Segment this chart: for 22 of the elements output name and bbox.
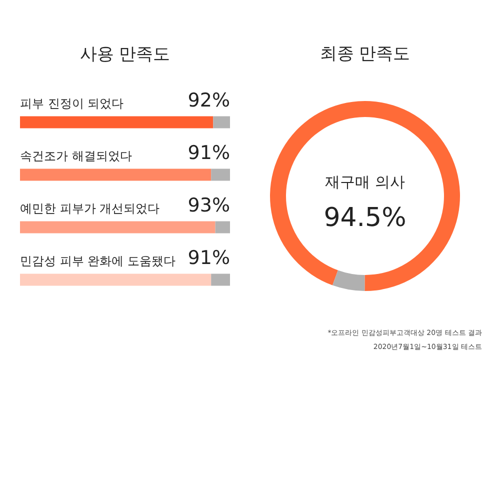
donut-slice (332, 270, 365, 291)
chart-title: 사용 만족도 (80, 44, 170, 64)
bar (213, 116, 230, 128)
bar (215, 221, 230, 234)
bar (211, 168, 230, 181)
data-label: 94.5% (324, 203, 406, 233)
bar (20, 274, 212, 286)
data-label: 91% (188, 142, 230, 164)
slice-label: 재구매 의사 (325, 173, 405, 191)
chart-title: 최종 만족도 (320, 44, 410, 64)
bar (211, 274, 230, 286)
category-label: 민감성 피부 완화에 도움됐다 (20, 254, 176, 268)
category-label: 예민한 피부가 개선되었다 (20, 201, 160, 216)
data-label: 92% (188, 89, 230, 112)
category-label: 속건조가 해결되었다 (20, 148, 132, 163)
data-label: 91% (188, 246, 230, 269)
data-label: 93% (188, 194, 230, 216)
bar (20, 116, 214, 128)
donut-slice (270, 101, 460, 291)
category-label: 피부 진정이 되었다 (20, 96, 124, 110)
bar (20, 168, 212, 181)
bar (20, 221, 216, 234)
